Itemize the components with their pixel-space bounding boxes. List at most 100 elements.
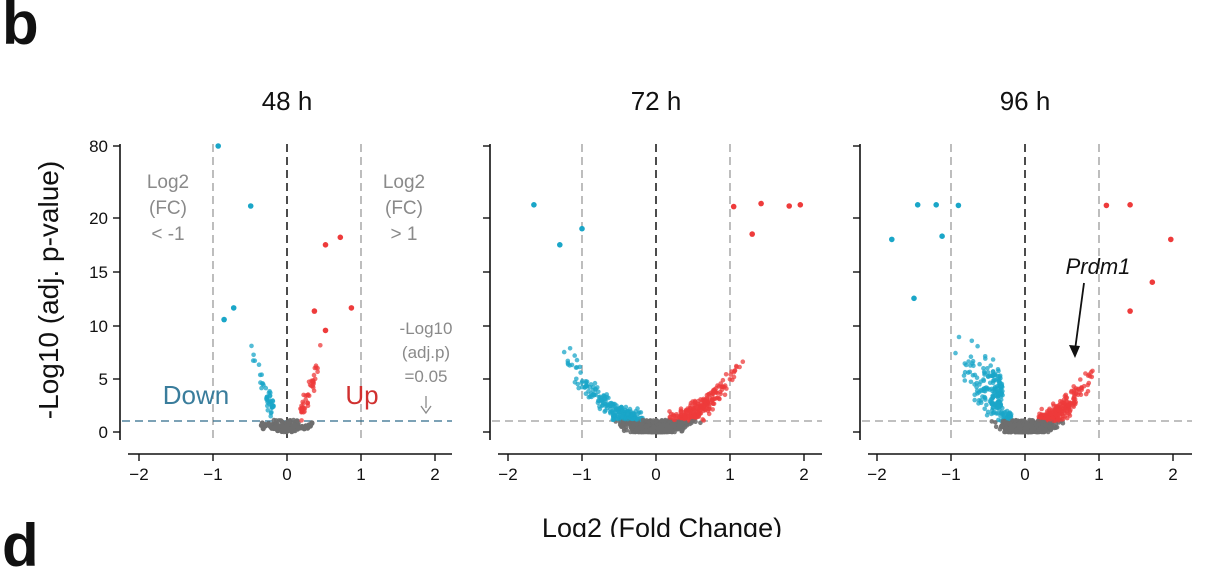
x-tick-label: −2: [129, 465, 148, 484]
highlight-point: [230, 305, 237, 311]
x-tick-label: −2: [498, 465, 517, 484]
panel-96h-annotation: Prdm1: [1066, 254, 1130, 358]
data-point: [633, 409, 638, 414]
data-point: [1074, 387, 1079, 393]
data-point: [1078, 392, 1084, 398]
data-point: [981, 369, 987, 375]
highlight-point: [889, 236, 895, 243]
panel-title: 72 h: [631, 86, 682, 116]
data-point: [682, 414, 687, 419]
data-point: [731, 374, 737, 380]
data-point: [975, 343, 980, 349]
data-point: [595, 385, 600, 390]
data-point: [610, 417, 615, 423]
data-point-ns: [631, 421, 637, 427]
fc-right-label: (FC): [385, 198, 423, 219]
data-point: [301, 392, 306, 398]
data-point: [586, 389, 591, 394]
data-point: [294, 418, 300, 423]
highlight-point: [1127, 308, 1133, 314]
data-point: [696, 414, 701, 419]
data-point: [679, 409, 684, 415]
data-point: [689, 420, 694, 426]
data-point: [574, 376, 579, 382]
data-point: [1058, 409, 1063, 414]
data-point: [1047, 417, 1053, 422]
data-point: [574, 357, 580, 363]
data-point: [583, 383, 589, 389]
data-point: [315, 369, 320, 375]
data-point: [708, 390, 713, 396]
x-tick-label: 2: [430, 465, 439, 484]
data-point: [962, 369, 968, 375]
data-point-ns: [298, 425, 304, 431]
highlight-point: [786, 203, 792, 209]
data-point: [569, 362, 575, 368]
data-point: [972, 397, 977, 403]
data-point: [1056, 418, 1061, 423]
data-point: [688, 403, 693, 408]
data-point: [567, 346, 573, 351]
y-tick-label: 10: [89, 317, 108, 336]
data-point: [667, 415, 673, 421]
data-point: [305, 392, 310, 398]
data-point: [583, 379, 588, 384]
data-point: [963, 362, 969, 368]
data-point: [565, 360, 571, 366]
data-point: [994, 386, 999, 391]
data-point: [267, 393, 273, 398]
data-point: [301, 401, 306, 406]
data-point: [981, 388, 987, 394]
volcano-plots-figure: -Log10 (adj. p-value) Log2 (Fold Change)…: [33, 86, 1192, 537]
data-point: [611, 412, 617, 418]
data-point: [982, 406, 987, 412]
data-point-ns: [260, 426, 266, 432]
data-point: [1078, 377, 1083, 382]
data-point: [318, 343, 323, 348]
data-point: [299, 406, 304, 412]
data-point-ns: [999, 423, 1005, 429]
data-point-ns: [1007, 421, 1013, 427]
data-point: [984, 402, 989, 408]
data-point: [700, 397, 705, 403]
data-point: [731, 369, 737, 375]
data-point: [737, 364, 742, 370]
data-point: [572, 380, 578, 385]
data-point: [1047, 411, 1052, 416]
data-point: [999, 383, 1004, 388]
data-point: [268, 410, 274, 416]
highlight-point: [933, 202, 939, 208]
data-point: [1039, 406, 1044, 412]
data-point: [978, 379, 983, 385]
data-point-ns: [628, 425, 635, 431]
data-point: [720, 377, 726, 383]
data-point: [270, 398, 276, 404]
data-point: [265, 408, 271, 413]
data-point: [1051, 407, 1057, 413]
data-point: [1090, 368, 1095, 374]
data-point-ns: [637, 424, 644, 431]
data-point: [256, 362, 262, 368]
data-point: [968, 354, 974, 360]
data-point: [251, 352, 256, 358]
data-point: [991, 378, 996, 384]
data-point: [985, 374, 991, 380]
pval-threshold-label: (adj.p): [402, 343, 450, 362]
fc-right-label: Log2: [383, 172, 425, 193]
gene-arrow: [1074, 282, 1085, 351]
data-point-ns: [1038, 425, 1044, 431]
data-point: [989, 373, 995, 378]
data-point: [667, 409, 672, 414]
data-point: [989, 411, 994, 417]
data-point: [1021, 418, 1026, 424]
data-point: [698, 405, 703, 411]
data-point-ns: [677, 422, 683, 428]
data-point: [625, 411, 630, 417]
data-point: [991, 393, 997, 399]
x-tick-label: −1: [941, 465, 960, 484]
pval-arrow-head: [420, 405, 432, 415]
data-point: [260, 381, 266, 386]
data-point: [640, 417, 646, 423]
data-point-ns: [291, 422, 297, 428]
y-tick-label: 15: [89, 263, 108, 282]
